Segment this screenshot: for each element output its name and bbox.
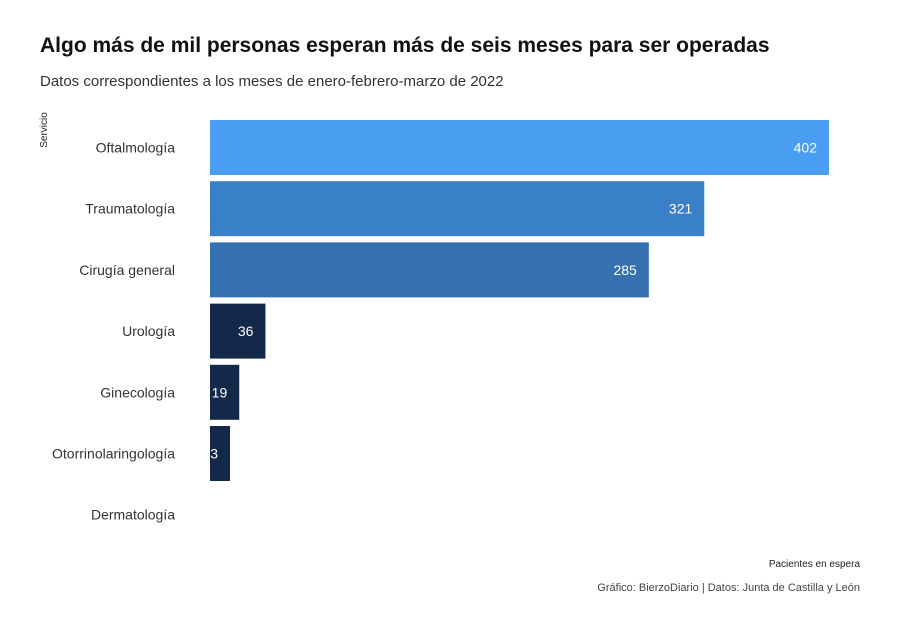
chart-title: Algo más de mil personas esperan más de … <box>40 34 770 57</box>
y-tick-label: Otorrinolaringología <box>52 446 175 462</box>
chart-subtitle: Datos correspondientes a los meses de en… <box>40 73 504 90</box>
bar <box>210 303 266 359</box>
bar <box>210 242 649 298</box>
bar <box>210 364 240 420</box>
chart-caption: Gráfico: BierzoDiario | Datos: Junta de … <box>597 582 860 594</box>
bar <box>210 120 829 175</box>
y-tick-label: Cirugía general <box>79 262 175 278</box>
y-tick-label: Dermatología <box>91 507 175 523</box>
y-tick-label: Ginecología <box>100 384 175 400</box>
bar-value-label: 19 <box>212 384 228 400</box>
bar <box>210 426 231 481</box>
x-axis-label: Pacientes en espera <box>768 559 860 570</box>
bar <box>210 181 705 237</box>
y-axis-label: Servicio <box>39 112 50 148</box>
bar-value-label: 321 <box>669 201 693 217</box>
bar-value-label: 285 <box>613 262 637 278</box>
y-tick-label: Urología <box>122 323 175 339</box>
y-tick-label: Traumatología <box>85 201 175 217</box>
bar-value-label: 402 <box>794 140 818 156</box>
bar-value-label: 13 <box>202 446 218 462</box>
y-tick-label: Oftalmología <box>96 140 176 156</box>
bar-value-label: 36 <box>238 323 254 339</box>
